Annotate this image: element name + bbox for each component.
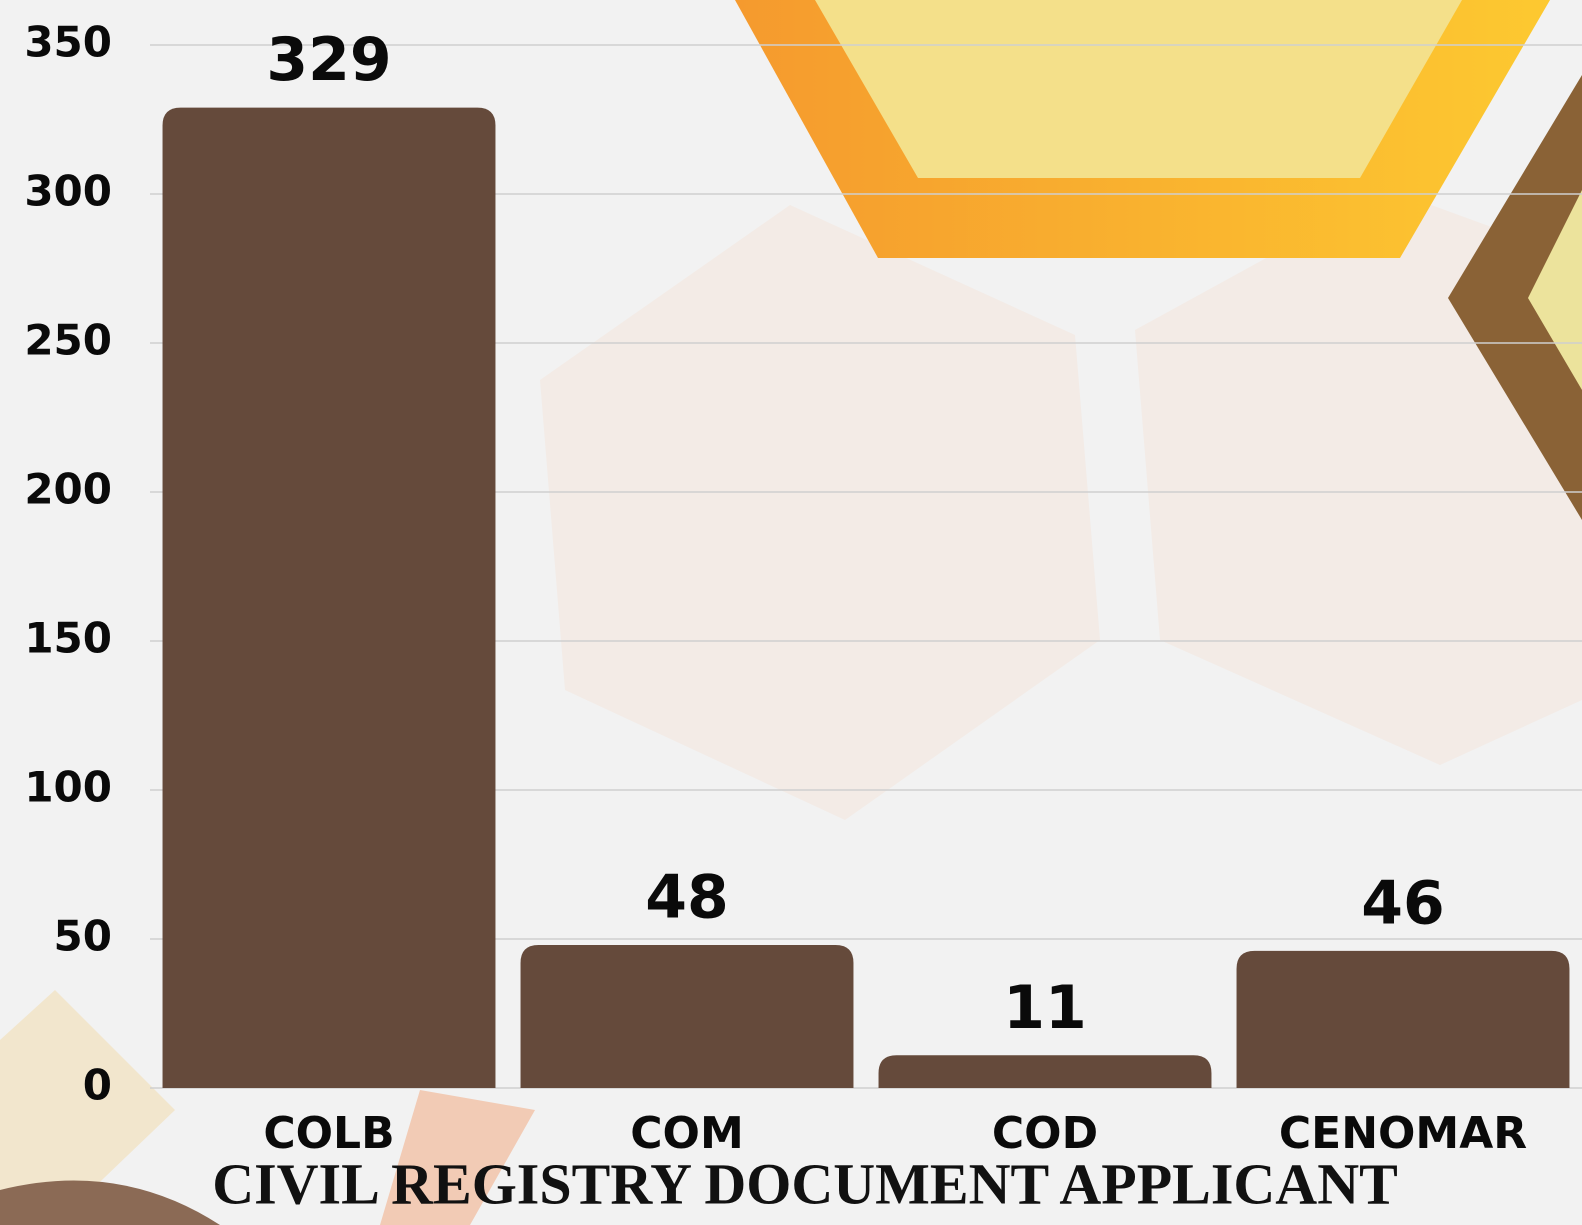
bar (1237, 951, 1570, 1088)
y-tick-label: 250 (24, 316, 112, 365)
bar (879, 1055, 1212, 1088)
y-tick-label: 50 (54, 912, 112, 961)
y-tick-label: 200 (24, 465, 112, 514)
value-label: 11 (1003, 973, 1087, 1043)
chart-title: CIVIL REGISTRY DOCUMENT APPLICANT (212, 1151, 1398, 1216)
value-label: 46 (1361, 869, 1445, 939)
y-tick-label: 300 (24, 167, 112, 216)
y-tick-label: 0 (83, 1061, 112, 1110)
y-tick-label: 100 (24, 763, 112, 812)
bar (163, 108, 496, 1088)
value-label: 329 (266, 25, 391, 95)
y-tick-label: 350 (24, 18, 112, 67)
chart: 050100150200250300350COLB329COM48COD11CE… (0, 0, 1582, 1225)
y-tick-label: 150 (24, 614, 112, 663)
bar (521, 945, 854, 1088)
value-label: 48 (645, 863, 729, 933)
